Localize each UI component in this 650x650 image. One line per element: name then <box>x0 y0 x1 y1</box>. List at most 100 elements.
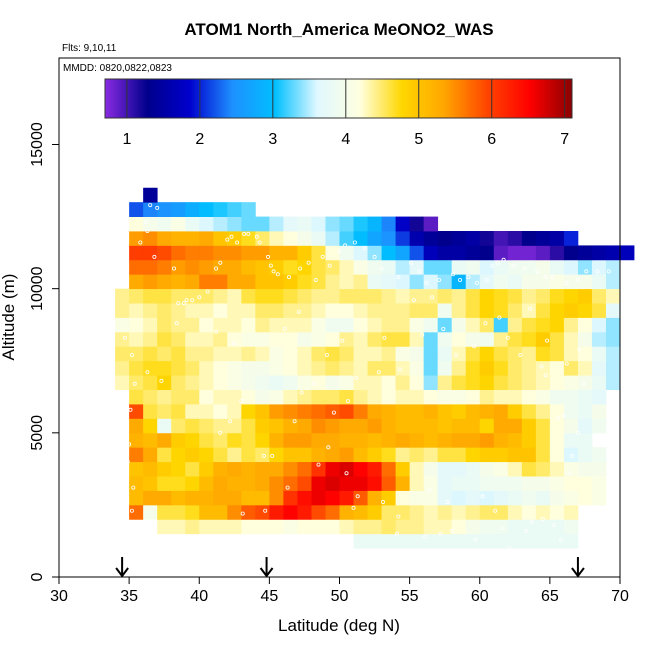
heatmap-cell <box>297 476 312 491</box>
heatmap-cell <box>535 418 551 434</box>
heatmap-cell <box>129 404 144 419</box>
heatmap-cell <box>437 259 453 275</box>
heatmap-cell <box>563 504 579 520</box>
sample-point <box>581 381 586 386</box>
heatmap-cell <box>241 288 256 304</box>
heatmap-cell <box>451 418 467 434</box>
heatmap-cell <box>241 432 256 448</box>
heatmap-cell <box>199 490 214 506</box>
heatmap-cell <box>311 476 326 491</box>
heatmap-cell <box>493 504 509 520</box>
heatmap-cell <box>129 245 144 261</box>
sample-point <box>265 254 270 259</box>
heatmap-cell <box>535 447 551 463</box>
heatmap-cell <box>227 245 242 261</box>
heatmap-cell <box>535 375 551 390</box>
heatmap-cell <box>269 375 284 390</box>
heatmap-cell <box>339 331 354 347</box>
heatmap-cell <box>199 274 214 290</box>
heatmap-cell <box>255 432 270 448</box>
heatmap-cell <box>423 490 439 506</box>
heatmap-cell <box>255 259 270 275</box>
heatmap-cell <box>339 389 354 405</box>
heatmap-cell <box>325 346 340 362</box>
heatmap-cell <box>395 259 411 275</box>
sample-point <box>472 344 477 349</box>
heatmap-cell <box>297 317 312 333</box>
heatmap-cell <box>171 288 186 304</box>
heatmap-cell <box>535 245 551 261</box>
heatmap-cell <box>297 490 312 506</box>
sample-point <box>225 237 230 242</box>
heatmap-cell <box>283 331 298 347</box>
heatmap-cell <box>465 389 481 405</box>
heatmap-cell <box>297 259 312 275</box>
sample-point <box>344 471 349 476</box>
heatmap-cell <box>255 404 270 419</box>
heatmap-cell <box>591 288 607 304</box>
heatmap-cell <box>549 418 565 434</box>
sample-point <box>152 254 157 259</box>
heatmap-cell <box>381 533 396 549</box>
heatmap-cell <box>353 461 368 477</box>
heatmap-cell <box>115 288 130 304</box>
sample-point <box>545 338 550 343</box>
heatmap-cell <box>227 331 242 347</box>
sample-point <box>197 295 202 300</box>
heatmap-cell <box>339 245 354 261</box>
heatmap-cell <box>423 533 439 549</box>
heatmap-cell <box>227 375 242 390</box>
heatmap-cell <box>227 404 242 419</box>
heatmap-cell <box>507 317 523 333</box>
heatmap-cell <box>423 231 439 246</box>
heatmap-cell <box>493 490 509 506</box>
heatmap-cell <box>171 447 186 463</box>
heatmap-cell <box>451 519 467 535</box>
heatmap-cell <box>227 389 242 405</box>
heatmap-cell <box>605 288 621 304</box>
heatmap-cell <box>171 504 186 520</box>
heatmap-cell <box>563 303 579 318</box>
heatmap-cell <box>381 461 396 477</box>
heatmap-cell <box>227 216 242 232</box>
heatmap-cell <box>577 317 593 333</box>
heatmap-cell <box>535 288 551 304</box>
heatmap-cell <box>437 360 453 376</box>
heatmap-cell <box>199 259 214 275</box>
heatmap-cell <box>185 418 200 434</box>
heatmap-cell <box>339 303 354 318</box>
heatmap-cell <box>521 533 537 549</box>
sample-point <box>441 326 446 331</box>
heatmap-cell <box>353 303 368 318</box>
heatmap-cell <box>339 346 354 362</box>
heatmap-cell <box>521 375 537 390</box>
heatmap-cell <box>409 490 425 506</box>
heatmap-cell <box>339 274 354 290</box>
sample-point <box>564 280 569 285</box>
heatmap-cell <box>241 202 256 217</box>
sample-point <box>575 430 580 435</box>
sample-point <box>228 419 233 424</box>
heatmap-cell <box>493 288 509 304</box>
heatmap-cell <box>283 432 298 448</box>
heatmap-cell <box>465 476 481 491</box>
heatmap-cell <box>451 331 467 347</box>
sample-point <box>271 269 276 274</box>
heatmap-cell <box>199 476 214 491</box>
sample-point <box>451 272 456 277</box>
heatmap-cell <box>507 259 523 275</box>
x-tick-label: 55 <box>401 588 419 605</box>
heatmap-cell <box>255 288 270 304</box>
heatmap-cell <box>479 259 495 275</box>
heatmap-cell <box>507 476 523 491</box>
heatmap-cell <box>311 274 326 290</box>
heatmap-cell <box>409 231 425 246</box>
heatmap-cell <box>171 245 186 261</box>
heatmap-cell <box>297 331 312 347</box>
sample-point <box>268 263 273 268</box>
sample-point <box>125 459 130 464</box>
heatmap-cell <box>535 317 551 333</box>
sample-point <box>138 240 143 245</box>
y-axis-label: Altitude (m) <box>0 274 18 361</box>
sample-point <box>257 240 262 245</box>
